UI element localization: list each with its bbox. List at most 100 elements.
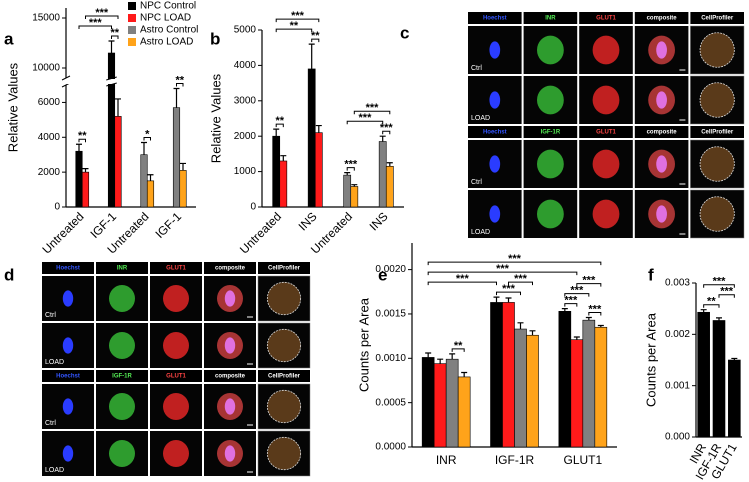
panel-letter: d xyxy=(4,265,14,284)
cell-signal xyxy=(163,332,189,359)
significance-label: *** xyxy=(588,303,602,315)
cell-signal xyxy=(656,41,667,59)
bar xyxy=(279,160,288,208)
y-tick-label: 0.003 xyxy=(665,278,690,289)
panel-letter: f xyxy=(648,265,654,284)
cell-signal xyxy=(592,199,620,229)
image-header xyxy=(258,262,310,274)
significance-label: *** xyxy=(344,159,358,171)
error-bar xyxy=(115,98,121,117)
significance-bracket xyxy=(85,15,119,19)
column-label: composite xyxy=(215,266,246,272)
bar xyxy=(514,328,527,448)
image-header xyxy=(42,370,94,382)
image-header xyxy=(634,126,689,138)
row-label: LOAD xyxy=(471,115,490,122)
cell-outline xyxy=(266,389,302,424)
column-label: Hoechst xyxy=(483,16,507,22)
x-tick-label: INS xyxy=(296,209,320,233)
cell-outline xyxy=(699,82,735,118)
bar xyxy=(594,326,608,448)
column-label: IGF-1R xyxy=(541,130,561,136)
column-label: GLUT1 xyxy=(596,130,616,136)
nucleus xyxy=(489,205,501,223)
y-axis-title: Counts per Area xyxy=(356,297,371,392)
bar xyxy=(350,186,359,208)
bar xyxy=(433,363,447,448)
image-header xyxy=(523,12,578,24)
error-bar xyxy=(280,155,287,161)
cell-signal xyxy=(163,393,189,420)
x-tick-label: GLUT1 xyxy=(563,453,602,467)
error-bar xyxy=(517,322,524,330)
bar xyxy=(490,302,503,448)
y-tick-label: 4000 xyxy=(234,60,257,71)
significance-label: ** xyxy=(290,20,299,32)
y-tick-label: 6000 xyxy=(38,97,61,108)
legend-swatch xyxy=(128,38,136,46)
significance-label: *** xyxy=(89,17,103,29)
bar xyxy=(140,154,148,208)
row-label: Ctrl xyxy=(45,420,56,427)
significance-label: *** xyxy=(502,283,516,295)
x-tick-label: IGF-1R xyxy=(495,453,535,467)
y-tick-label: 3000 xyxy=(234,95,257,106)
y-tick-label: 5000 xyxy=(234,25,257,36)
significance-bracket xyxy=(275,18,320,23)
significance-bracket xyxy=(111,35,119,39)
significance-label: *** xyxy=(496,263,510,275)
bar xyxy=(457,376,471,448)
legend-label: Astro Control xyxy=(140,25,198,36)
legend-label: NPC LOAD xyxy=(140,13,191,24)
column-label: composite xyxy=(647,130,678,136)
bar xyxy=(172,107,181,208)
nucleus xyxy=(62,337,74,354)
error-bar xyxy=(716,317,722,321)
error-bar xyxy=(379,135,386,142)
significance-bracket xyxy=(78,138,86,143)
bar xyxy=(697,311,710,438)
x-tick-label: IGF-1 xyxy=(153,209,185,241)
nucleus xyxy=(489,155,501,173)
bar xyxy=(445,358,459,448)
cell-outline xyxy=(699,32,735,68)
cell-signal xyxy=(109,332,135,359)
significance-label: ** xyxy=(78,130,87,142)
legend-swatch xyxy=(128,26,136,34)
legend-swatch xyxy=(128,2,136,10)
significance-bracket xyxy=(353,110,391,115)
y-tick-label: 0.0020 xyxy=(375,264,406,275)
significance-label: *** xyxy=(380,122,394,134)
nucleus xyxy=(62,290,74,307)
x-tick-label: INR xyxy=(436,453,457,467)
bar xyxy=(179,170,187,208)
y-tick-label: 0.0015 xyxy=(375,309,406,320)
image-header xyxy=(579,12,633,24)
significance-bracket xyxy=(275,28,313,33)
nucleus xyxy=(62,445,74,462)
row-label: LOAD xyxy=(471,229,490,236)
column-label: CellProfiler xyxy=(268,266,301,272)
image-header xyxy=(579,126,633,138)
image-header xyxy=(690,126,744,138)
significance-bracket xyxy=(564,293,590,297)
y-tick-label: 1000 xyxy=(234,166,257,177)
legend-swatch xyxy=(128,14,136,22)
x-tick-label: Untreated xyxy=(39,209,86,256)
cell-outline xyxy=(699,196,735,232)
significance-bracket xyxy=(427,281,497,286)
bar xyxy=(81,171,90,208)
bar xyxy=(502,302,515,448)
image-header xyxy=(523,126,578,138)
y-tick-label: 0.0000 xyxy=(375,442,406,453)
column-label: CellProfiler xyxy=(701,16,734,22)
error-bar xyxy=(700,309,707,313)
significance-bracket xyxy=(718,294,735,298)
y-axis-title: Counts per Area xyxy=(643,312,658,407)
significance-label: ** xyxy=(311,30,320,42)
significance-bracket xyxy=(588,312,602,316)
significance-bracket xyxy=(78,25,112,29)
cell-signal xyxy=(592,35,620,65)
nucleus xyxy=(489,41,501,59)
